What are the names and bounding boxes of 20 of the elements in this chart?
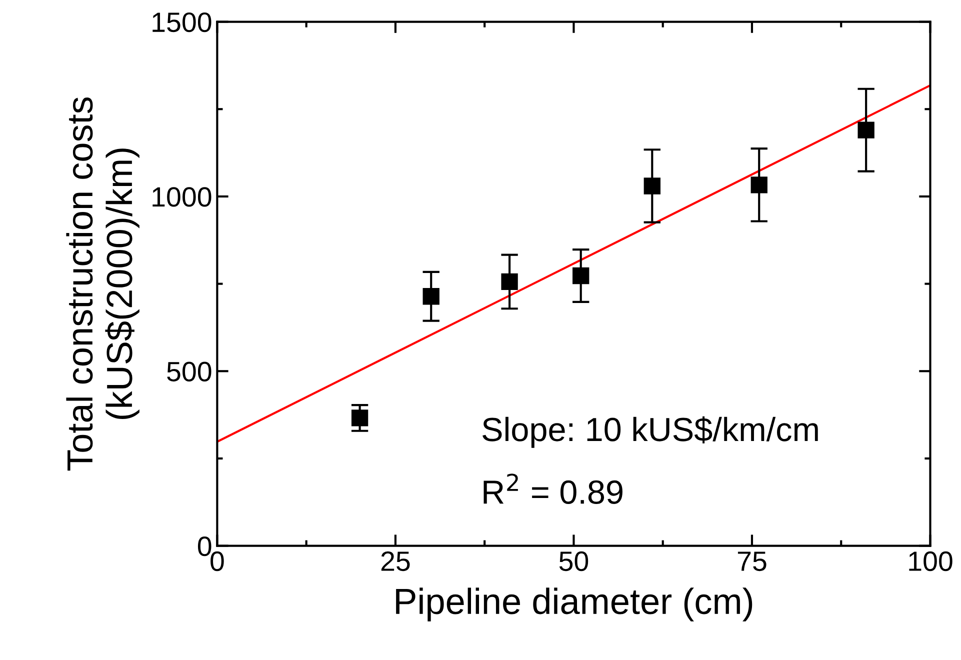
- point: [501, 273, 518, 290]
- y-tick-label: 500: [167, 362, 212, 382]
- annotation: R$^{2}$ = 0.89: [484, 474, 622, 504]
- x-tick-label: 50: [559, 551, 588, 572]
- y-tick-label: 0: [198, 536, 212, 556]
- annotation: Slope: 10 kUS$/km/cm: [482, 416, 818, 448]
- point: [858, 122, 874, 138]
- x-tick-label: 0: [210, 551, 224, 572]
- point: [351, 410, 368, 426]
- y-tick-label: 1500: [152, 12, 212, 32]
- y-axis-title: Total construction costs (kUS$(2000)/km): [66, 97, 140, 471]
- x-axis-title: Pipeline diameter (cm): [396, 588, 752, 622]
- point: [572, 267, 590, 284]
- point: [750, 176, 768, 194]
- x-tick-label: 75: [738, 552, 766, 572]
- x-tick-label: 100: [909, 551, 952, 572]
- point: [422, 288, 440, 305]
- point: [644, 178, 660, 194]
- x-tick-label: 25: [381, 551, 410, 572]
- y-tick-label: 1000: [152, 187, 212, 207]
